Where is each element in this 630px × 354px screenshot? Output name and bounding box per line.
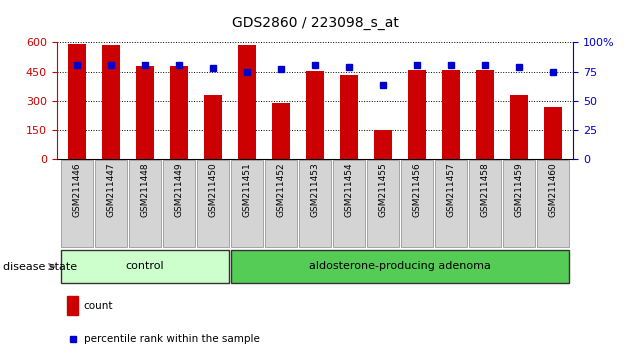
Text: aldosterone-producing adenoma: aldosterone-producing adenoma (309, 261, 491, 272)
Bar (67, 296, 78, 315)
FancyBboxPatch shape (401, 160, 433, 247)
Text: count: count (84, 301, 113, 310)
FancyBboxPatch shape (231, 160, 263, 247)
Bar (476, 70, 495, 159)
Bar (272, 103, 290, 159)
Text: control: control (126, 261, 164, 272)
FancyBboxPatch shape (333, 160, 365, 247)
FancyBboxPatch shape (62, 160, 93, 247)
Text: disease state: disease state (3, 262, 77, 272)
Text: GDS2860 / 223098_s_at: GDS2860 / 223098_s_at (232, 16, 398, 30)
Text: GSM211449: GSM211449 (175, 162, 183, 217)
Bar (135, 66, 154, 159)
Text: GSM211453: GSM211453 (311, 162, 319, 217)
FancyBboxPatch shape (537, 160, 568, 247)
Bar (306, 71, 324, 159)
FancyBboxPatch shape (435, 160, 467, 247)
FancyBboxPatch shape (231, 250, 568, 283)
FancyBboxPatch shape (469, 160, 501, 247)
FancyBboxPatch shape (265, 160, 297, 247)
Bar (68, 44, 86, 159)
Text: percentile rank within the sample: percentile rank within the sample (84, 334, 260, 344)
FancyBboxPatch shape (129, 160, 161, 247)
FancyBboxPatch shape (503, 160, 534, 247)
Text: GSM211457: GSM211457 (447, 162, 455, 217)
Bar (544, 107, 562, 159)
Text: GSM211454: GSM211454 (345, 162, 353, 217)
Bar (442, 70, 461, 159)
Text: GSM211448: GSM211448 (140, 162, 149, 217)
Text: GSM211451: GSM211451 (243, 162, 251, 217)
Bar (374, 130, 392, 159)
Text: GSM211452: GSM211452 (277, 162, 285, 217)
Bar (340, 75, 358, 159)
FancyBboxPatch shape (163, 160, 195, 247)
FancyBboxPatch shape (197, 160, 229, 247)
Bar (408, 70, 427, 159)
Bar (203, 95, 222, 159)
Text: GSM211446: GSM211446 (72, 162, 82, 217)
Text: GSM211450: GSM211450 (209, 162, 217, 217)
Text: GSM211455: GSM211455 (379, 162, 387, 217)
Bar (169, 66, 188, 159)
Bar (101, 45, 120, 159)
FancyBboxPatch shape (96, 160, 127, 247)
Text: GSM211447: GSM211447 (106, 162, 115, 217)
Text: GSM211456: GSM211456 (413, 162, 421, 217)
FancyBboxPatch shape (62, 250, 229, 283)
Text: GSM211460: GSM211460 (548, 162, 558, 217)
FancyBboxPatch shape (299, 160, 331, 247)
Bar (238, 45, 256, 159)
FancyBboxPatch shape (367, 160, 399, 247)
Bar (510, 95, 529, 159)
Text: GSM211459: GSM211459 (515, 162, 524, 217)
Text: GSM211458: GSM211458 (481, 162, 490, 217)
